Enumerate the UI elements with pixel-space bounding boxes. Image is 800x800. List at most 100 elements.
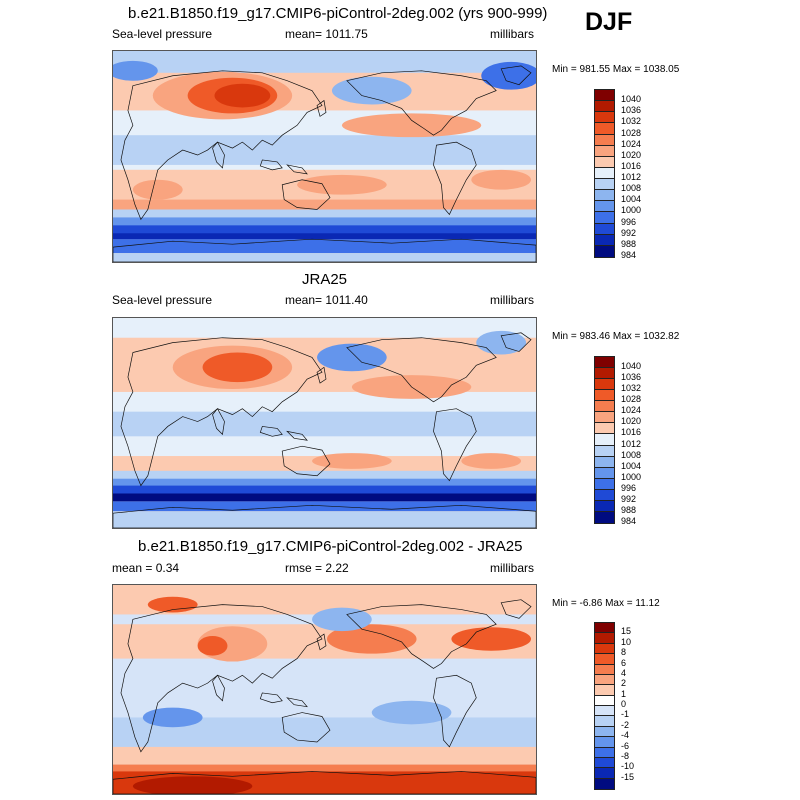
panel1-colorbar [594, 89, 615, 258]
panel3-colorbar [594, 622, 615, 790]
panel3-units-label: millibars [490, 561, 535, 575]
colorbar-swatch [595, 201, 614, 213]
colorbar-swatch [595, 179, 614, 191]
colorbar-swatch [595, 445, 614, 457]
panel3-title: b.e21.B1850.f19_g17.CMIP6-piControl-2deg… [138, 538, 523, 555]
colorbar-swatch [595, 167, 614, 179]
colorbar-tick-label: 1032 [621, 383, 642, 394]
colorbar-tick-label: 1008 [621, 183, 642, 194]
colorbar-swatch [595, 234, 614, 246]
colorbar-swatch [595, 401, 614, 413]
colorbar-swatch [595, 123, 614, 135]
colorbar-swatch [595, 674, 614, 686]
colorbar-swatch [595, 685, 614, 696]
colorbar-tick-label: 1016 [621, 160, 642, 171]
colorbar-tick-label: 1004 [621, 460, 642, 471]
colorbar-tick-label: 1000 [621, 471, 642, 482]
colorbar-tick-label: 1004 [621, 194, 642, 205]
panel1-mean-label: mean= 1011.75 [285, 27, 368, 41]
colorbar-tick-label: 1032 [621, 116, 642, 127]
colorbar-swatch [595, 190, 614, 202]
colorbar-swatch [595, 223, 614, 235]
colorbar-tick-label: -6 [621, 740, 630, 751]
panel2-variable-label: Sea-level pressure [112, 293, 213, 307]
colorbar-tick-label: 1020 [621, 149, 642, 160]
colorbar-tick-label: 1008 [621, 449, 642, 460]
colorbar-swatch [595, 90, 614, 102]
panel1-units-label: millibars [490, 27, 535, 41]
panel2-title: JRA25 [302, 271, 348, 288]
colorbar-tick-label: 992 [621, 493, 637, 504]
colorbar-tick-label: 1024 [621, 138, 642, 149]
colorbar-swatch [595, 478, 614, 490]
colorbar-tick-label: 15 [621, 626, 632, 637]
colorbar-swatch [595, 423, 614, 435]
colorbar-swatch [595, 212, 614, 224]
colorbar-swatch [595, 654, 614, 665]
colorbar-swatch [595, 500, 614, 512]
colorbar-tick-label: 0 [621, 699, 627, 709]
colorbar-tick-label: -1 [621, 709, 630, 720]
colorbar-tick-label: 1012 [621, 438, 642, 449]
panel2-units-label: millibars [490, 293, 535, 307]
colorbar-tick-label: 8 [621, 647, 627, 658]
colorbar-swatch [595, 368, 614, 380]
colorbar-tick-label: 996 [621, 216, 637, 227]
colorbar-tick-label: 992 [621, 227, 637, 238]
colorbar-swatch [595, 434, 614, 446]
colorbar-tick-label: 1016 [621, 427, 642, 438]
colorbar-tick-label: 6 [621, 657, 627, 668]
colorbar-swatch [595, 633, 614, 644]
colorbar-tick-label: 1040 [621, 94, 642, 105]
colorbar-swatch [595, 467, 614, 479]
colorbar-swatch [595, 623, 614, 634]
colorbar-tick-label: -2 [621, 719, 630, 730]
colorbar-swatch [595, 245, 614, 257]
colorbar-tick-label: 1 [621, 688, 627, 699]
colorbar-swatch [595, 412, 614, 424]
colorbar-swatch [595, 145, 614, 157]
colorbar-tick-label: 996 [621, 482, 637, 493]
colorbar-swatch [595, 456, 614, 468]
colorbar-tick-label: 1036 [621, 372, 642, 383]
colorbar-swatch [595, 101, 614, 113]
colorbar-tick-label: 2 [621, 678, 627, 689]
colorbar-swatch [595, 695, 614, 706]
colorbar-tick-label: -15 [621, 771, 635, 782]
colorbar-swatch [595, 706, 614, 717]
colorbar-swatch [595, 643, 614, 655]
colorbar-swatch [595, 489, 614, 501]
colorbar-tick-label: 984 [621, 516, 637, 526]
colorbar-swatch [595, 156, 614, 168]
colorbar-swatch [595, 112, 614, 124]
colorbar-tick-label: -10 [621, 761, 635, 772]
colorbar-tick-label: -8 [621, 750, 630, 761]
panel3-rmse-label: rmse = 2.22 [285, 561, 349, 575]
colorbar-swatch [595, 664, 614, 675]
colorbar-tick-label: 1036 [621, 105, 642, 116]
colorbar-tick-label: 988 [621, 238, 637, 249]
colorbar-tick-label: 1020 [621, 416, 642, 427]
panel1-variable-label: Sea-level pressure [112, 27, 213, 41]
colorbar-swatch [595, 768, 614, 779]
panel2-map [112, 317, 537, 529]
season-label: DJF [585, 8, 633, 36]
colorbar-tick-label: 988 [621, 504, 637, 515]
colorbar-tick-label: 1028 [621, 127, 642, 138]
colorbar-tick-label: -4 [621, 730, 630, 741]
colorbar-tick-label: 10 [621, 636, 632, 647]
colorbar-swatch [595, 134, 614, 146]
panel2-mean-label: mean= 1011.40 [285, 293, 368, 307]
colorbar-swatch [595, 778, 614, 789]
colorbar-tick-label: 1000 [621, 205, 642, 216]
panel1-map [112, 50, 537, 263]
colorbar-tick-label: 1024 [621, 405, 642, 416]
colorbar-swatch [595, 757, 614, 769]
colorbar-swatch [595, 379, 614, 391]
colorbar-swatch [595, 737, 614, 748]
colorbar-swatch [595, 357, 614, 369]
colorbar-tick-label: 1012 [621, 172, 642, 183]
panel3-map [112, 584, 537, 795]
panel2-minmax: Min = 983.46 Max = 1032.82 [552, 331, 680, 342]
colorbar-tick-label: 4 [621, 667, 627, 678]
